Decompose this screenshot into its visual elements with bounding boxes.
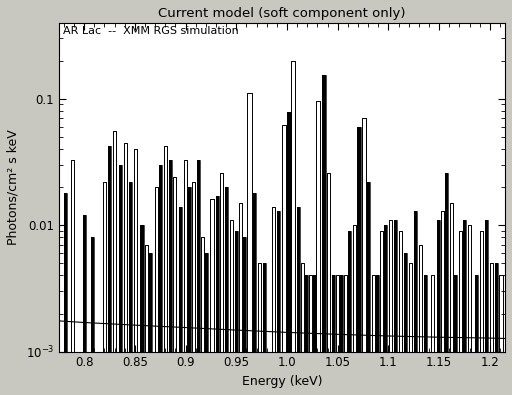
Text: AR Lac  --  XMM RGS simulation: AR Lac -- XMM RGS simulation <box>63 26 239 36</box>
X-axis label: Energy (keV): Energy (keV) <box>242 375 322 388</box>
Title: Current model (soft component only): Current model (soft component only) <box>158 7 406 20</box>
Y-axis label: Photons/cm² s keV: Photons/cm² s keV <box>7 129 20 245</box>
